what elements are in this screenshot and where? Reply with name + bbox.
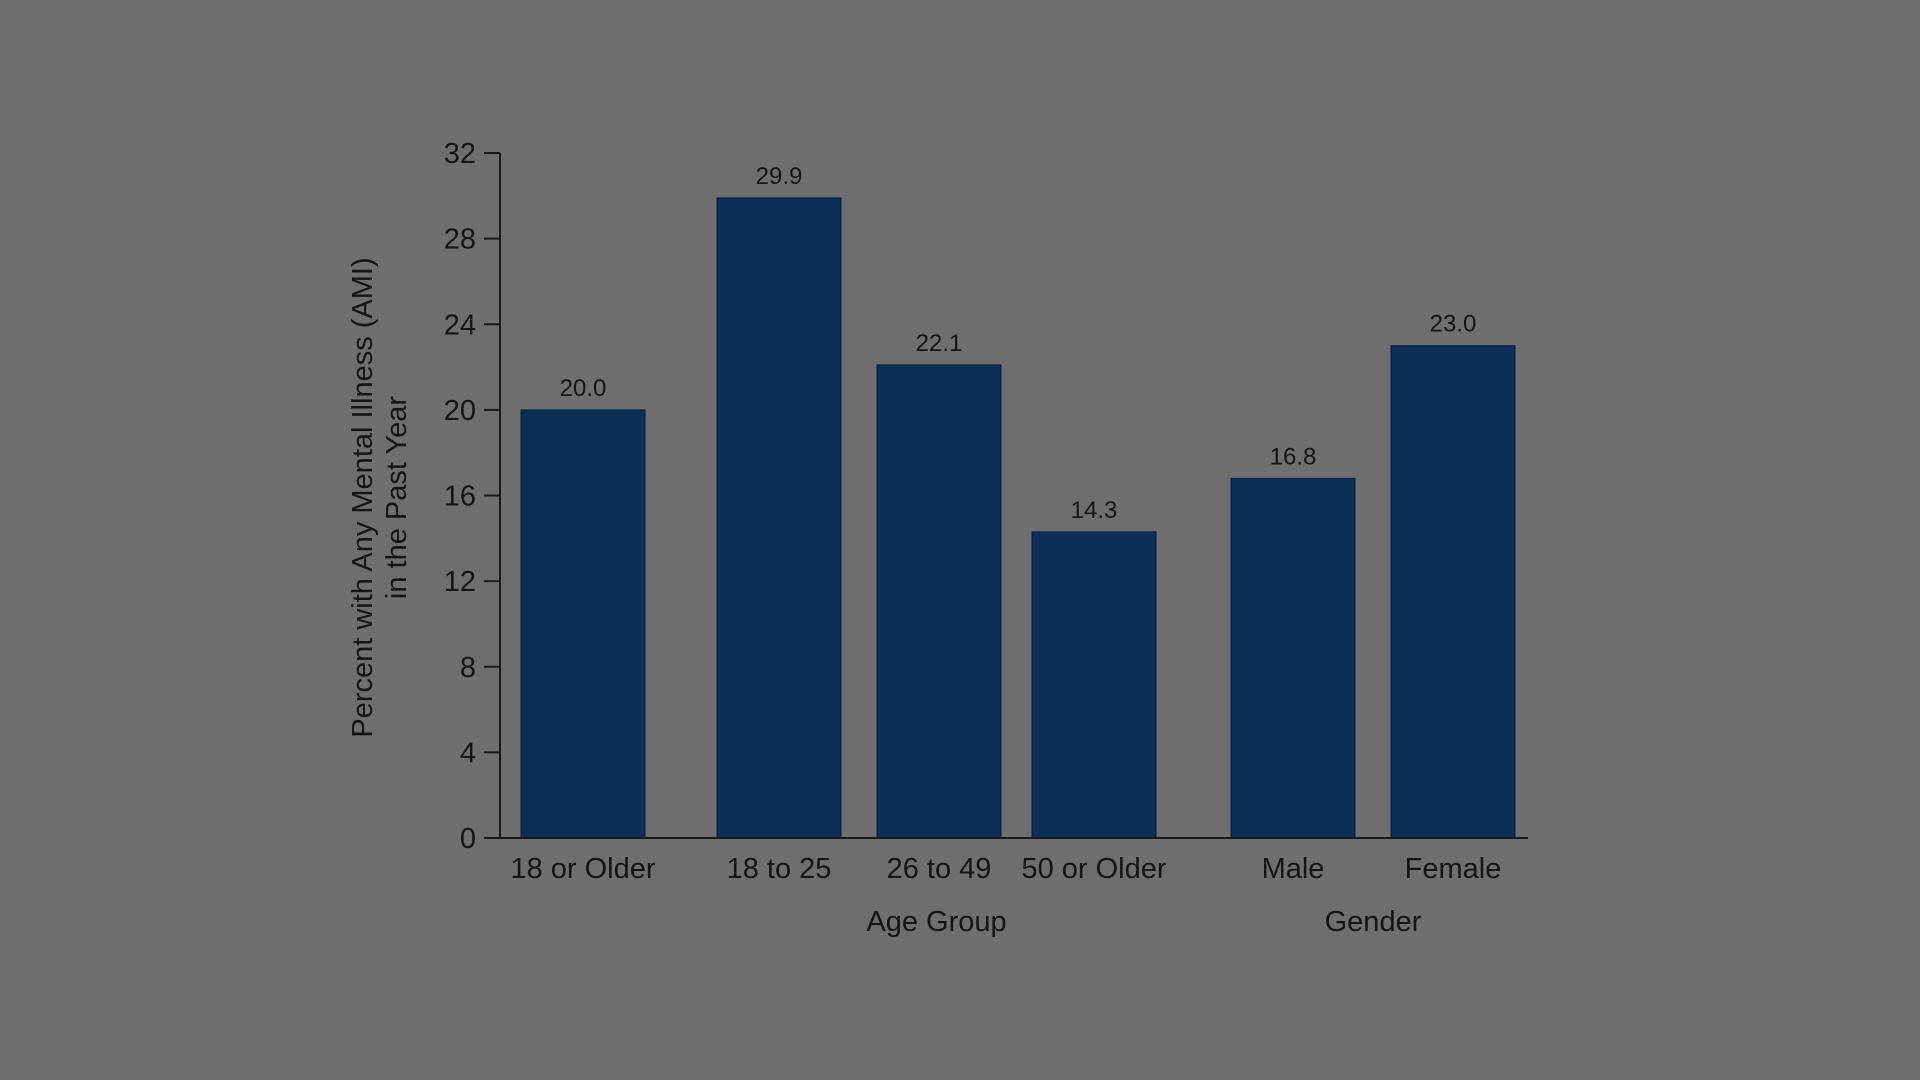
x-category-label: Female — [1405, 853, 1502, 885]
axes-layer — [499, 153, 1528, 839]
x-group-labels: Age Group Gender — [866, 906, 1421, 938]
x-category-label: Male — [1262, 853, 1325, 885]
bar-value-label: 29.9 — [756, 163, 803, 190]
x-category-label: 18 to 25 — [727, 853, 832, 885]
y-tick-label: 16 — [444, 481, 476, 513]
x-category-label: 50 or Older — [1021, 853, 1166, 885]
y-axis-title-line-2: in the Past Year — [381, 396, 413, 599]
y-tick-label: 24 — [444, 309, 476, 341]
bar — [716, 197, 842, 839]
x-group-label: Gender — [1325, 906, 1422, 938]
bar-value-label: 23.0 — [1430, 311, 1477, 338]
bar-value-label: 14.3 — [1071, 497, 1118, 524]
bar-value-label: 16.8 — [1270, 443, 1317, 470]
y-axis-title-line-1: Percent with Any Mental Illness (AMI) — [347, 257, 379, 737]
y-tick-label: 8 — [460, 652, 476, 684]
x-category-label: 26 to 49 — [887, 853, 992, 885]
bar — [520, 409, 646, 839]
y-tick-label: 20 — [444, 395, 476, 427]
y-tick-label: 12 — [444, 566, 476, 598]
y-tick-label: 28 — [444, 224, 476, 256]
x-category-labels: 18 or Older 18 to 25 26 to 49 50 or Older Ma… — [510, 853, 1501, 885]
bar-value-label: 20.0 — [560, 375, 607, 402]
y-tick-label: 4 — [460, 737, 476, 769]
bars-layer: 20.0 29.9 22.1 14.3 16.8 23.0 — [520, 163, 1516, 839]
bar — [1230, 477, 1356, 839]
bar — [1390, 345, 1516, 839]
x-category-label: 18 or Older — [510, 853, 655, 885]
bar — [1031, 531, 1157, 839]
y-tick-label: 32 — [444, 138, 476, 170]
bar — [876, 364, 1002, 839]
bar-value-label: 22.1 — [916, 330, 963, 357]
y-ticks: 0 4 8 12 16 20 24 28 32 — [444, 138, 500, 855]
x-group-label: Age Group — [866, 906, 1006, 938]
y-tick-label: 0 — [460, 823, 476, 855]
